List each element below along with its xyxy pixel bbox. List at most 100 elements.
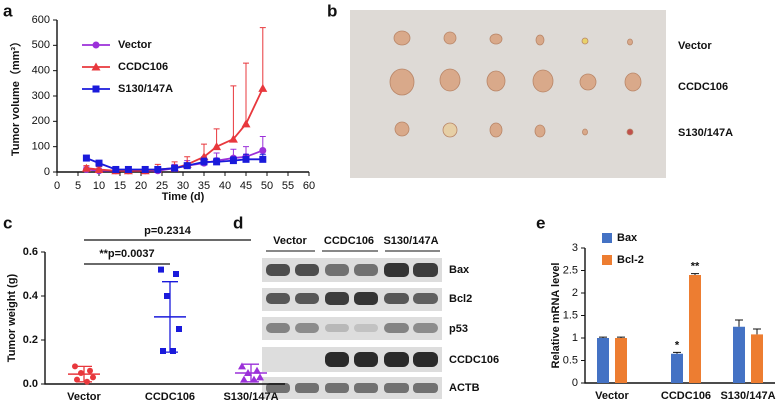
panel-letter: e <box>536 213 545 232</box>
bar <box>689 275 701 383</box>
bar <box>751 334 763 383</box>
marker <box>241 119 251 128</box>
marker <box>242 155 250 163</box>
x-tick-label: CCDC106 <box>661 390 711 402</box>
marker <box>154 165 162 173</box>
y-tick-label: 1 <box>572 332 578 344</box>
marker <box>259 146 267 154</box>
marker <box>171 164 179 172</box>
marker <box>228 134 238 143</box>
photo-row-label: Vector <box>678 40 712 52</box>
marker <box>160 348 166 354</box>
marker <box>176 326 182 332</box>
marker <box>256 373 264 381</box>
marker <box>124 165 132 173</box>
y-tick-label: 500 <box>32 39 50 51</box>
blot-band-label: Bax <box>449 264 470 276</box>
marker <box>170 348 176 354</box>
blot-band-label: Bcl2 <box>449 293 472 305</box>
x-tick-label: CCDC106 <box>145 391 195 403</box>
x-tick-label: S130/147A <box>720 390 775 402</box>
photo-row-label: CCDC106 <box>678 81 728 93</box>
marker <box>78 370 84 376</box>
marker <box>90 374 96 381</box>
x-tick-label: Vector <box>67 391 101 403</box>
blot-group: S130/147A <box>383 235 438 247</box>
y-tick-label: 0 <box>572 377 578 389</box>
marker <box>87 367 93 374</box>
x-tick-label: 5 <box>75 180 81 192</box>
y-tick-label: 600 <box>32 14 50 26</box>
blot-group: CCDC106 <box>324 235 374 247</box>
legend-label: S130/147A <box>118 83 173 95</box>
legend-label: CCDC106 <box>118 61 168 73</box>
blot-group-labels: Vector CCDC106 S130/147A <box>266 235 440 252</box>
error-bar <box>617 336 625 338</box>
y-tick-label: 0.5 <box>563 354 578 366</box>
blot-group: Vector <box>273 235 307 247</box>
annotation: * <box>675 339 680 351</box>
legend-swatch <box>602 255 612 265</box>
y-axis-label: Tumor volume（mm³） <box>9 36 22 156</box>
panel-letter: a <box>3 1 13 20</box>
x-tick-label: 25 <box>156 180 168 192</box>
x-tick-label: S130/147A <box>223 391 278 403</box>
x-tick-label: 30 <box>177 180 189 192</box>
legend-swatch <box>602 233 612 243</box>
y-tick-label: 0 <box>44 166 50 178</box>
y-tick-label: 0.4 <box>23 290 39 302</box>
y-tick-label: 3 <box>572 242 578 254</box>
annotation: ** <box>691 261 700 273</box>
blot <box>262 258 442 399</box>
marker <box>253 366 261 374</box>
marker <box>250 375 258 383</box>
x-tick-label: 40 <box>219 180 231 192</box>
marker <box>229 157 237 165</box>
y-tick-label: 2 <box>572 287 578 299</box>
error-bar <box>673 351 681 354</box>
photo-row-label: S130/147A <box>678 127 733 139</box>
x-tick-label: 20 <box>135 180 147 192</box>
tumors <box>389 30 642 138</box>
x-tick-label: 35 <box>198 180 210 192</box>
legend-label: Vector <box>118 39 152 51</box>
marker <box>240 375 248 383</box>
x-tick-label: 45 <box>240 180 252 192</box>
y-tick-label: 400 <box>32 65 50 77</box>
marker <box>238 362 246 370</box>
bar <box>597 338 609 383</box>
panel-letter: d <box>233 213 243 232</box>
legend-label: Bax <box>617 232 638 244</box>
marker <box>95 159 103 167</box>
x-tick-label: 55 <box>282 180 294 192</box>
annotation: p=0.2314 <box>144 225 192 237</box>
annotation: **p=0.0037 <box>99 248 154 260</box>
x-tick-label: 60 <box>303 180 315 192</box>
marker <box>141 165 149 173</box>
y-tick-label: 0.0 <box>23 378 38 390</box>
x-tick-label: 10 <box>93 180 105 192</box>
marker <box>200 158 208 166</box>
marker <box>112 165 120 173</box>
marker <box>173 271 179 277</box>
marker <box>94 164 104 173</box>
x-tick-label: Vector <box>595 390 629 402</box>
sd-bar <box>162 281 178 353</box>
y-tick-label: 0.6 <box>23 246 38 258</box>
y-tick-label: 300 <box>32 90 50 102</box>
blot-band-label: p53 <box>449 323 468 335</box>
error-bar <box>230 85 237 140</box>
marker <box>258 83 268 92</box>
y-axis-label: Relative mRNA level <box>550 263 562 369</box>
marker <box>212 142 222 151</box>
marker <box>164 293 170 299</box>
marker <box>259 155 267 163</box>
sd-bar <box>243 363 259 383</box>
marker <box>183 162 191 170</box>
blot-band-label: CCDC106 <box>449 354 499 366</box>
x-tick-label: 0 <box>54 180 60 192</box>
y-tick-label: 2.5 <box>563 264 578 276</box>
bar <box>671 353 683 383</box>
x-axis-label: Time (d) <box>162 191 205 203</box>
